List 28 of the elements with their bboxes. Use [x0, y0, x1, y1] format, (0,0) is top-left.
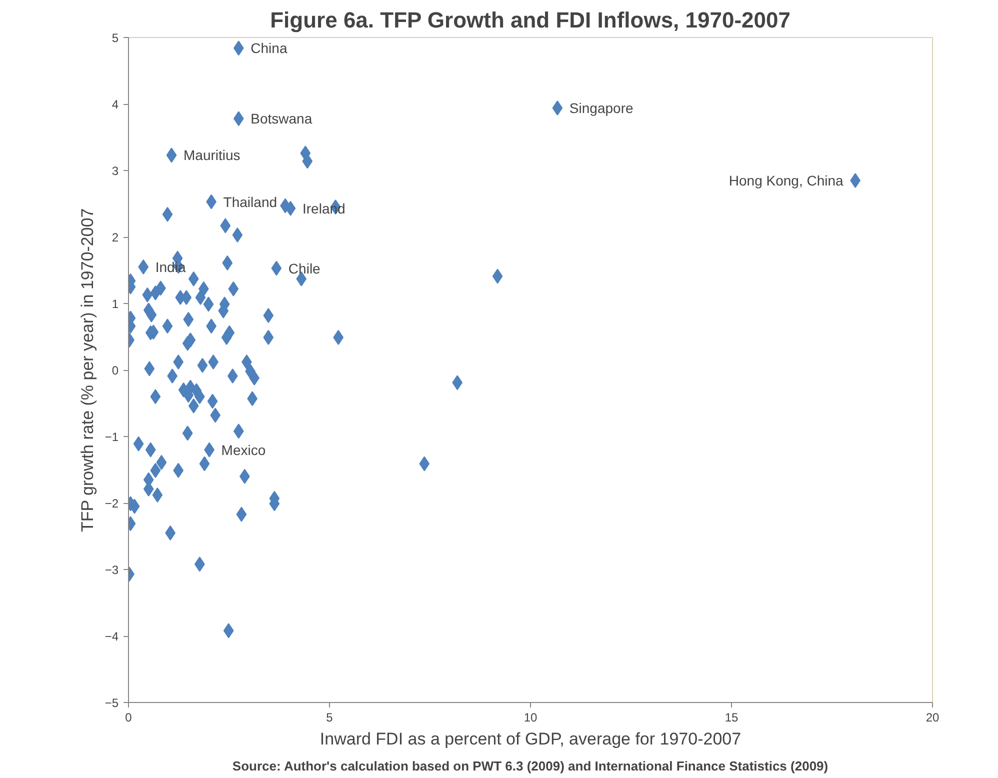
annotation: Chile	[288, 260, 321, 276]
y-tick-label: 3	[112, 164, 119, 178]
x-tick-label: 0	[125, 710, 132, 724]
y-tick-label: −4	[104, 630, 119, 644]
x-tick-label: 5	[326, 710, 334, 724]
y-tick-label: −2	[104, 496, 119, 510]
annotation: Singapore	[569, 100, 634, 116]
y-tick-label: 1	[112, 297, 119, 311]
y-tick-label: 0	[112, 364, 119, 378]
annotation: Mexico	[221, 442, 266, 458]
x-tick-label: 15	[724, 710, 738, 724]
source-note: Source: Author's calculation based on PWT 6.3 (2009) and International Finance Statistics (2009)	[232, 758, 828, 774]
annotation: China	[250, 40, 288, 56]
x-axis-title: Inward FDI as a percent of GDP, average for 1970-2007	[320, 730, 742, 748]
y-tick-label: 2	[112, 230, 119, 244]
annotation: Thailand	[223, 194, 278, 210]
y-tick-label: 4	[112, 98, 119, 112]
x-tick-label: 10	[524, 710, 538, 724]
y-axis-title: TFP growth rate (% per year) in 1970-2007	[78, 208, 97, 532]
y-tick-label: −1	[104, 430, 119, 444]
annotation: Botswana	[250, 110, 312, 127]
x-tick-label: 20	[926, 710, 940, 724]
y-tick-label: 5	[112, 31, 119, 45]
y-tick-label: −5	[104, 696, 119, 710]
annotation: Hong Kong, China	[728, 172, 844, 188]
annotation: Mauritius	[184, 147, 240, 164]
y-tick-label: −3	[104, 563, 119, 577]
chart-title: Figure 6a. TFP Growth and FDI Inflows, 1970-2007	[270, 8, 790, 32]
